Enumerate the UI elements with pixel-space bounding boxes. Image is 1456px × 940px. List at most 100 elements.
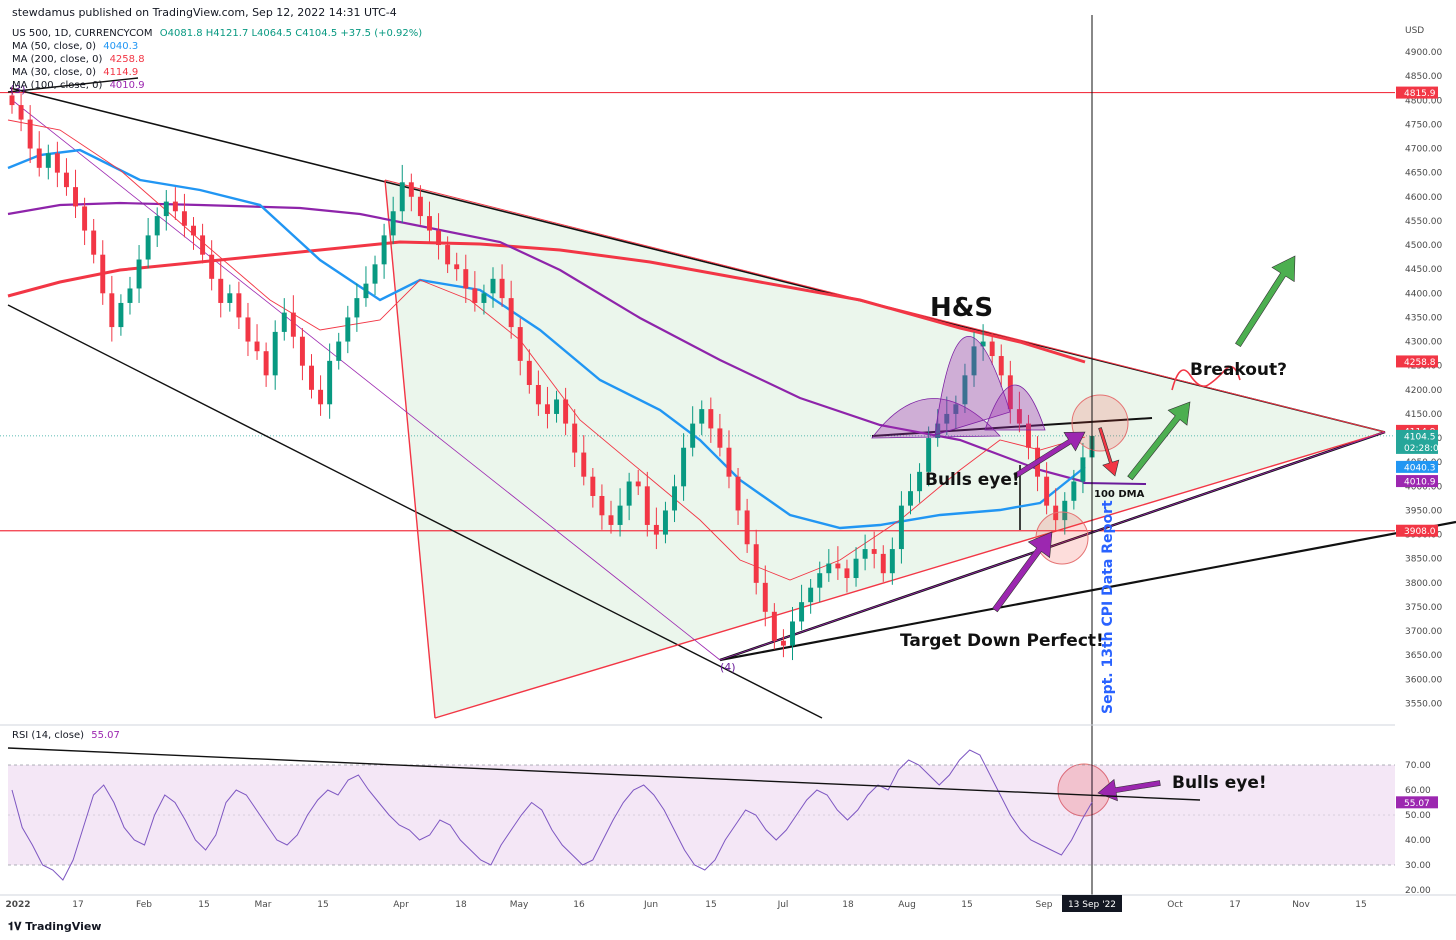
price-tags: 4815.94258.84114.94104.502:28:024040.340… — [1396, 86, 1444, 537]
candle-body — [318, 389, 324, 405]
candle-body — [427, 216, 432, 231]
ma-200-label: MA (200, close, 0) — [12, 54, 103, 65]
candle-body — [82, 206, 88, 231]
candle-body — [998, 356, 1004, 376]
candle-body — [762, 582, 768, 612]
annotation-arrows — [992, 255, 1296, 817]
candle-body — [454, 264, 460, 270]
candle-body — [281, 312, 287, 332]
ma-200-legend: MA (200, close, 0) 4258.8 — [12, 53, 145, 66]
candle-body — [608, 515, 614, 525]
price-tag-sub: 02:28:02 — [1404, 444, 1444, 454]
price-tag-bg — [1396, 355, 1438, 368]
price-tick-label: 3850.00 — [1405, 555, 1442, 565]
time-tick-label: 2022 — [5, 900, 30, 910]
red-arrow-down — [1098, 427, 1120, 477]
time-tick-label: Apr — [393, 900, 409, 910]
price-tag-bg — [1396, 460, 1438, 473]
candle-body — [9, 95, 15, 106]
candle-body — [73, 187, 79, 207]
tv-logo-text: TradingView — [25, 920, 102, 933]
purple-arrow-rsi — [1097, 778, 1161, 802]
lower-channel-line — [7, 304, 823, 719]
candle-body — [91, 230, 97, 255]
hs-label: H&S — [930, 293, 993, 323]
candle-body — [227, 293, 233, 303]
price-tick-label: 3750.00 — [1405, 603, 1442, 613]
rsi-legend: RSI (14, close) 55.07 — [12, 729, 120, 742]
candle-body — [535, 384, 541, 405]
candle-body — [1071, 481, 1077, 501]
time-tick-label: Feb — [136, 900, 152, 910]
time-tick-label: 15 — [1355, 900, 1366, 910]
candle-body — [236, 293, 242, 318]
candle-body — [1025, 423, 1031, 448]
candle-body — [109, 293, 115, 328]
purple-channel-line — [11, 99, 721, 661]
price-tick-label: 4400.00 — [1405, 289, 1442, 299]
time-tick-label: 17 — [72, 900, 83, 910]
candle-body — [744, 510, 750, 545]
price-tick-label: 4450.00 — [1405, 265, 1442, 275]
price-tick-label: 4650.00 — [1405, 169, 1442, 179]
candle-body — [544, 404, 550, 414]
candle-body — [145, 235, 151, 260]
price-tick-label: 3800.00 — [1405, 579, 1442, 589]
candle-body — [808, 587, 814, 603]
candle-body — [517, 327, 523, 361]
candle-body — [980, 341, 986, 347]
time-tick-label: Sep — [1036, 900, 1053, 910]
price-tag-bg — [1396, 524, 1438, 537]
rsi-value-tag-bg — [1396, 796, 1438, 809]
price-tick-label: 4300.00 — [1405, 338, 1442, 348]
candle-body — [572, 423, 578, 453]
candle-body — [163, 201, 169, 217]
candle-body — [962, 375, 968, 405]
price-tick-label: 4150.00 — [1405, 410, 1442, 420]
rsi-axis: 20.00 30.00 40.00 50.00 60.00 70.00 55.07 — [1396, 761, 1438, 896]
price-tick-label: 3550.00 — [1405, 700, 1442, 710]
candle-body — [771, 611, 777, 641]
time-tick-label: 18 — [842, 900, 854, 910]
time-tick-label: Oct — [1167, 900, 1183, 910]
purple-arrow-target — [992, 531, 1053, 613]
price-tick-label: 4500.00 — [1405, 241, 1442, 251]
candle-body — [690, 423, 696, 448]
time-tick-label: 15 — [961, 900, 972, 910]
time-axis: 2022 17 Feb 15 Mar 15 Apr 18 May 16 Jun 15 Jul 18 Aug 1… — [0, 894, 1456, 910]
breakout-squiggle — [1171, 365, 1241, 391]
rsi-value: 55.07 — [91, 730, 120, 741]
ma-50-value: 4040.3 — [103, 41, 139, 52]
candle-body — [327, 360, 333, 405]
candle-body — [590, 476, 596, 496]
candle-body — [563, 399, 569, 424]
ma-50-legend: MA (50, close, 0) 4040.3 — [12, 40, 138, 53]
candle-body — [898, 505, 904, 550]
price-tag-label: 4040.3 — [1404, 463, 1436, 473]
candle-body — [408, 182, 414, 197]
price-tick-label: 4350.00 — [1405, 313, 1442, 323]
candle-body — [354, 298, 360, 318]
candle-body — [880, 553, 886, 574]
candle-body — [753, 544, 759, 583]
ma-100-legend: MA (100, close, 0) 4010.9 — [12, 79, 145, 92]
candle-body — [399, 182, 405, 212]
time-tick-label: 15 — [705, 900, 716, 910]
candle-body — [191, 225, 196, 236]
price-tag-bg — [1396, 429, 1438, 454]
candle-body — [1062, 500, 1068, 521]
candle-body — [735, 476, 741, 511]
price-tick-label: 3700.00 — [1405, 627, 1442, 637]
time-tick-label: 17 — [1229, 900, 1240, 910]
candle-body — [672, 486, 677, 511]
rsi-lines — [7, 747, 1395, 881]
candle-body — [826, 563, 832, 574]
candle-body — [917, 471, 923, 492]
time-tick-label: Jun — [643, 900, 658, 910]
candle-body — [717, 428, 723, 448]
candle-body — [599, 495, 605, 516]
time-tick-label: Aug — [898, 900, 916, 910]
time-tick-label: 16 — [573, 900, 585, 910]
candle-body — [36, 148, 42, 168]
candle-body — [200, 235, 206, 255]
